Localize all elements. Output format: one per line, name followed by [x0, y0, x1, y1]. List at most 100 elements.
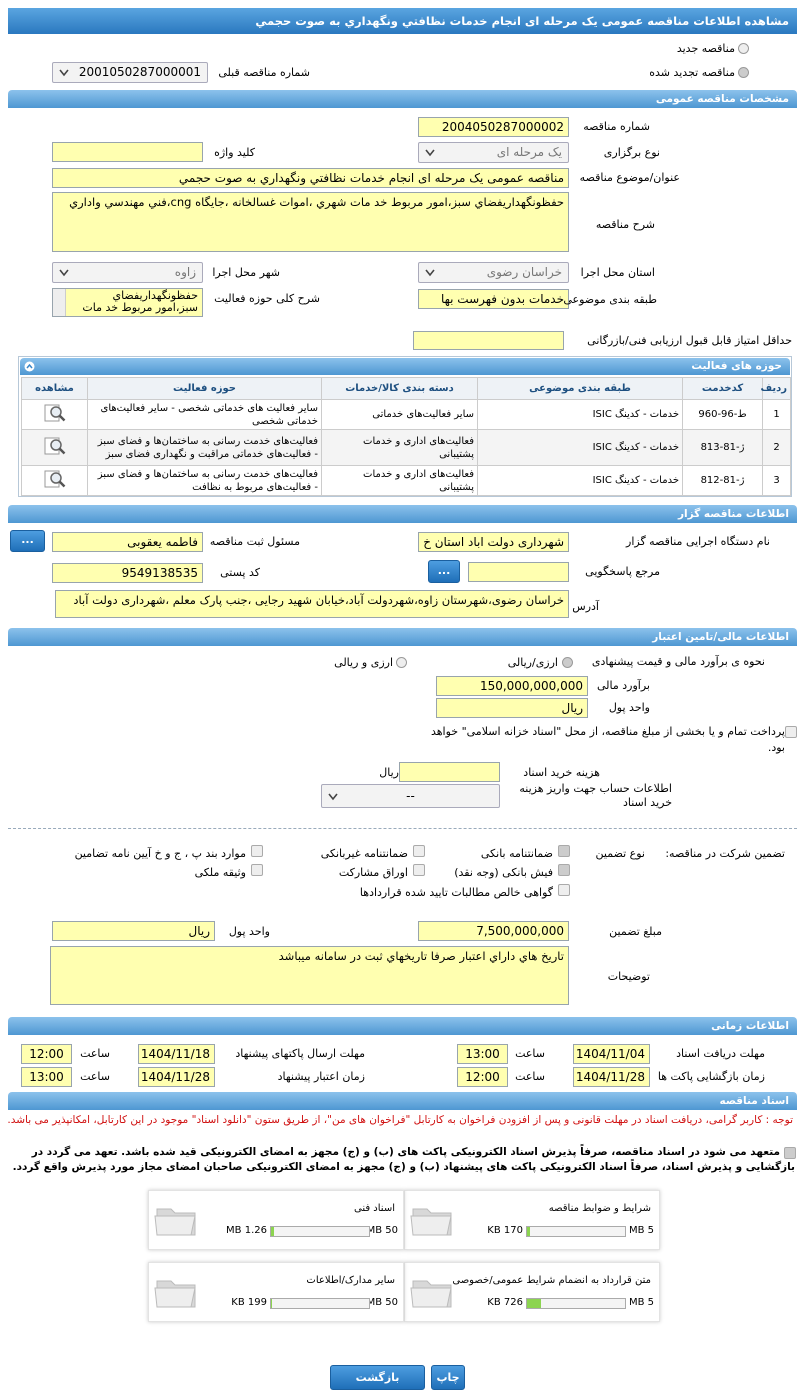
file-panel: شرایط و ضوابط مناقصه 5 MB 170 KB [404, 1190, 660, 1250]
field-label: توضیحات [607, 970, 650, 983]
field-label: آدرس [572, 600, 599, 613]
back-button[interactable]: بازگشت [330, 1365, 425, 1390]
file-size: 726 KB [487, 1297, 523, 1308]
unit-label: ریال [379, 766, 399, 779]
column-header: مشاهده [21, 377, 88, 400]
file-size: 170 KB [487, 1225, 523, 1236]
scrollbar[interactable] [53, 289, 66, 316]
view-icon[interactable] [43, 469, 67, 489]
radio[interactable] [738, 67, 749, 78]
view-icon[interactable] [43, 403, 67, 423]
radio-label: ارزی و ریالی [334, 656, 393, 669]
input: 150,000,000,000 [436, 676, 588, 696]
field-label: مسئول ثبت مناقصه [209, 535, 300, 548]
field-label: عنوان/موضوع مناقصه [579, 171, 680, 184]
view-cell [21, 399, 88, 430]
table-cell: خدمات - کدینگ ISIC [477, 429, 683, 466]
checkbox-label: اوراق مشارکت [338, 866, 408, 879]
section-header: اسناد مناقصه [8, 1092, 797, 1110]
folder-icon [410, 1280, 452, 1308]
table-cell: ژ-81-813 [682, 429, 763, 466]
checkbox[interactable] [558, 864, 570, 876]
progress-fill [271, 1299, 272, 1308]
column-header: طبقه بندی موضوعی [477, 377, 683, 400]
browse-button[interactable]: ... [428, 560, 460, 583]
checkbox[interactable] [251, 845, 263, 857]
select-value: خراسان رضوی [486, 265, 562, 279]
column-header: ردیف [760, 377, 791, 400]
input: ریال [52, 921, 215, 941]
section-header: اطلاعات مناقصه گزار [8, 505, 797, 523]
checkbox-label: پرداخت تمام و یا بخشی از مبلغ مناقصه، از… [430, 725, 785, 754]
collapse-icon[interactable] [24, 361, 35, 372]
table-cell: فعالیت‌های خدمت رسانی به ساختمان‌ها و فض… [87, 429, 322, 466]
radio[interactable] [562, 657, 573, 668]
field-label: نام دستگاه اجرایی مناقصه گزار [626, 535, 770, 548]
field-label: ساعت [80, 1070, 110, 1083]
table-cell: خدمات - کدینگ ISIC [477, 465, 683, 496]
select[interactable]: یک مرحله ای [418, 142, 569, 163]
table-cell: خدمات - کدینگ ISIC [477, 399, 683, 430]
time-input: 13:00 [21, 1067, 72, 1087]
column-header: حوزه فعالیت [87, 377, 322, 400]
arrow [328, 793, 338, 801]
table-cell: فعالیت‌های اداری و خدمات پشتیبانی [321, 429, 478, 466]
checkbox-label: ضمانتنامه غیربانکی [320, 847, 408, 860]
print-button[interactable]: چاپ [431, 1365, 465, 1390]
panel-header: حوزه های فعالیت [20, 358, 790, 375]
select[interactable]: 2001050287000001 [52, 62, 208, 83]
table-cell: 3 [762, 465, 791, 496]
table-header: ردیف کدخدمت طبقه بندی موضوعی دسته بندی کالا… [21, 377, 791, 400]
browse-button[interactable]: ... [10, 530, 45, 552]
field-label: زمان بازگشایی پاکت ها [657, 1070, 765, 1083]
textarea: حفظونگهداريفضاي سبز،امور مربوط خد مات شه… [52, 192, 569, 252]
view-icon[interactable] [43, 436, 67, 456]
field-label: مهلت دریافت اسناد [676, 1047, 765, 1060]
field-label: طبقه بندی موضوعی [563, 293, 657, 306]
field-label: نوع برگزاری [603, 146, 660, 159]
progress-fill [527, 1299, 541, 1308]
input: مناقصه عمومی یک مرحله ای انجام خدمات نظا… [52, 168, 569, 188]
select[interactable]: -- [321, 784, 500, 808]
select[interactable]: زاوه [52, 262, 203, 283]
folder [409, 1199, 455, 1242]
table-cell: فعالیت‌های خدمت رسانی به ساختمان‌ها و فض… [87, 465, 322, 496]
field-label: شهر محل اجرا [212, 266, 280, 279]
checkbox[interactable] [251, 864, 263, 876]
input: خدمات بدون فهرست بها [418, 289, 569, 309]
field-label: مهلت ارسال پاکتهای پیشنهاد [235, 1047, 365, 1060]
table-cell: فعالیت‌های اداری و خدمات پشتیبانی [321, 465, 478, 496]
checkbox[interactable] [413, 864, 425, 876]
input: شهرداری دولت اباد استان خ [418, 532, 569, 552]
file-limit: 50 MB [366, 1297, 398, 1308]
checkbox[interactable] [784, 1147, 796, 1159]
progress-bar [270, 1298, 370, 1309]
page-title: مشاهده اطلاعات مناقصه عمومی یک مرحله ای … [8, 8, 797, 34]
field-label: واحد پول [608, 701, 650, 714]
checkbox[interactable] [558, 845, 570, 857]
field-label: ساعت [515, 1070, 545, 1083]
checkbox[interactable] [785, 726, 797, 738]
radio[interactable] [396, 657, 407, 668]
table-cell: ژ-81-812 [682, 465, 763, 496]
arrow [59, 69, 69, 77]
radio[interactable] [738, 43, 749, 54]
radio-label: مناقصه تجدید شده [649, 66, 735, 79]
textarea: تاريخ هاي داراي اعتبار صرفا تاريخهاي ثبت… [50, 946, 569, 1005]
file-name: شرایط و ضوابط مناقصه [548, 1203, 651, 1214]
time-input: 12:00 [21, 1044, 72, 1064]
file-limit: 50 MB [366, 1225, 398, 1236]
field-label: زمان اعتبار پیشنهاد [277, 1070, 365, 1083]
select-value: یک مرحله ای [496, 145, 562, 159]
checkbox-label: موارد بند پ ، ج و خ آیین نامه تضامین [74, 847, 246, 860]
table-cell: سایر فعالیت های خدماتی شخصی - سایر فعالی… [87, 399, 322, 430]
checkbox[interactable] [558, 884, 570, 896]
field-label: مرجع پاسخگویی [585, 565, 660, 578]
field-label: مبلغ تضمین [609, 925, 662, 938]
select[interactable]: خراسان رضوی [418, 262, 569, 283]
input [52, 142, 203, 162]
file-name: اسناد فنی [354, 1203, 395, 1214]
table-cell: ط-96-960 [682, 399, 763, 430]
textarea: حفظونگهداريفضاي سبز،امور مربوط خد مات [52, 288, 203, 317]
checkbox[interactable] [413, 845, 425, 857]
